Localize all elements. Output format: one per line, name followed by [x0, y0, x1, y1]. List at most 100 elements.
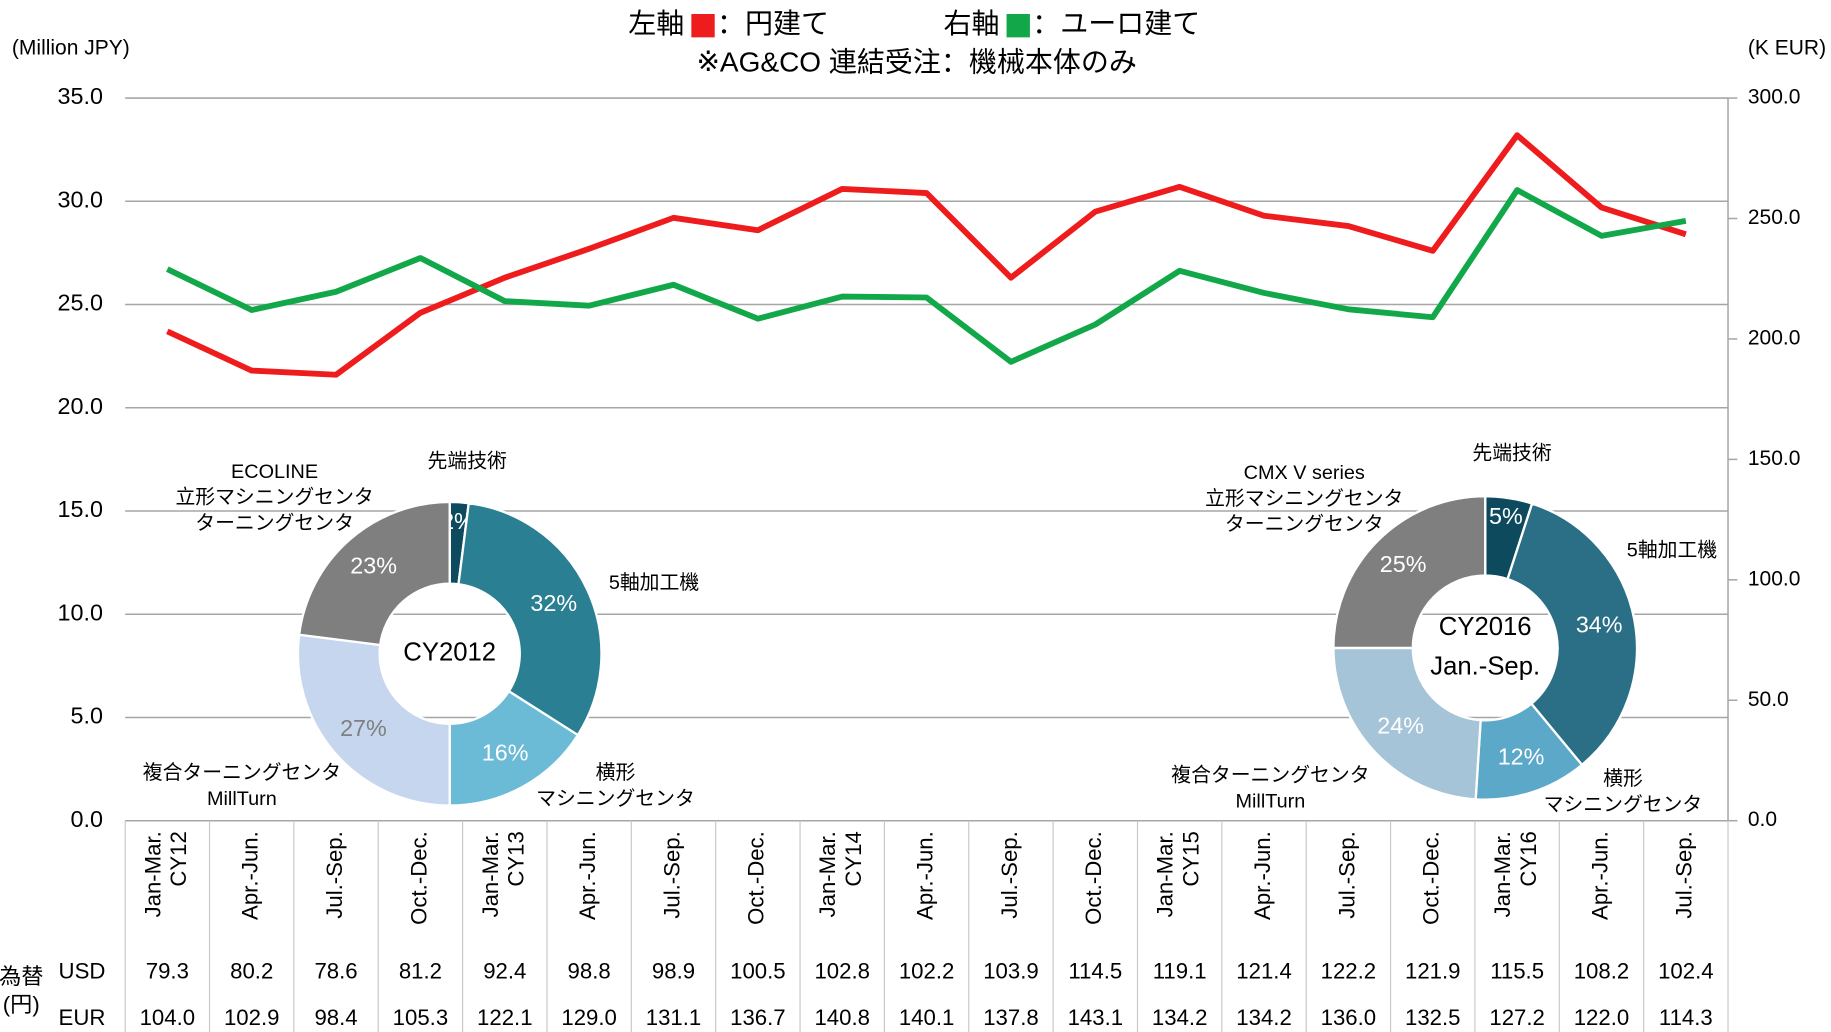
table-cell: 140.8	[814, 1005, 869, 1030]
donut-segment	[457, 501, 603, 737]
x-tick-label: Apr.-Jun.	[912, 831, 937, 920]
legend-label: ：ユーロ建て	[1032, 8, 1200, 39]
table-cell: 114.5	[1068, 958, 1122, 983]
x-tick-label: CY15	[1178, 831, 1203, 886]
table-cell: 122.2	[1321, 958, 1376, 983]
line-series	[166, 132, 1687, 378]
table-cell: 81.2	[399, 958, 442, 983]
x-tick-label: Jul.-Sep.	[659, 831, 684, 919]
x-tick-label: Jan-Mar.	[478, 831, 503, 917]
x-tick-label: Jul.-Sep.	[1672, 831, 1697, 919]
donut-value-label: 25%	[1380, 551, 1427, 577]
y-tick-label: 25.0	[58, 290, 103, 316]
x-tick-label: Apr.-Jun.	[1250, 831, 1275, 920]
table-cell: 143.1	[1068, 1005, 1123, 1030]
table-cell: 129.0	[561, 1005, 616, 1030]
table-cell: 104.0	[140, 1005, 195, 1030]
table-label: 為替	[0, 964, 43, 989]
y2-tick-label: 200.0	[1748, 326, 1801, 349]
x-tick-label: Oct.-Dec.	[1081, 831, 1106, 925]
y2-axis-label: (K EUR)	[1748, 37, 1826, 60]
table-cell: 121.9	[1405, 958, 1460, 983]
donut-category-label: MillTurn	[207, 788, 277, 810]
table-cell: 103.9	[983, 958, 1038, 983]
table-cell: 134.2	[1152, 1005, 1207, 1030]
donut-category-label: 横形	[596, 762, 636, 784]
chart-title: ※AG&CO 連結受注：機械本体のみ	[696, 47, 1136, 78]
x-tick-label: CY13	[503, 831, 528, 886]
donut-value-label: 34%	[1576, 611, 1623, 637]
table-cell: 127.2	[1489, 1005, 1544, 1030]
x-tick-label: Apr.-Jun.	[1587, 831, 1612, 920]
x-tick-label: CY16	[1516, 831, 1541, 886]
table-cell: 108.2	[1574, 958, 1629, 983]
y2-tick-label: 250.0	[1748, 206, 1801, 229]
donut-category-label: MillTurn	[1236, 790, 1306, 812]
table-row-name: EUR	[59, 1005, 106, 1030]
donut-center-label: CY2012	[403, 639, 496, 667]
donut-segment	[1332, 646, 1482, 801]
y-tick-label: 5.0	[71, 703, 103, 729]
x-tick-label: Jan-Mar.	[815, 831, 840, 917]
table-cell: 136.7	[730, 1005, 785, 1030]
donut-segment	[296, 633, 451, 807]
donut-category-label: 5軸加工機	[609, 572, 700, 594]
y2-tick-label: 300.0	[1748, 86, 1801, 109]
donut-category-label: 先端技術	[428, 451, 507, 473]
table-cell: 105.3	[393, 1005, 448, 1030]
x-tick-label: Oct.-Dec.	[1419, 831, 1444, 925]
donut-category-label: 立形マシニングセンタ	[1205, 488, 1403, 510]
x-tick-label: Oct.-Dec.	[406, 831, 431, 925]
table-cell: 122.1	[477, 1005, 532, 1030]
table-cell: 114.3	[1659, 1005, 1713, 1030]
donut-category-label: CMX V series	[1244, 462, 1365, 484]
table-cell: 102.2	[899, 958, 954, 983]
donut-category-label: 横形	[1603, 768, 1643, 790]
y2-tick-label: 50.0	[1748, 688, 1789, 711]
donut-category-label: 5軸加工機	[1627, 539, 1718, 561]
donut-segment	[1332, 494, 1487, 650]
donut-value-label: 23%	[350, 553, 397, 579]
x-tick-label: Apr.-Jun.	[238, 831, 263, 920]
y-tick-label: 30.0	[58, 186, 103, 212]
line-series	[166, 187, 1687, 365]
y2-tick-label: 150.0	[1748, 447, 1801, 470]
x-tick-label: Jul.-Sep.	[322, 831, 347, 919]
table-cell: 122.0	[1574, 1005, 1629, 1030]
x-tick-label: CY12	[166, 831, 191, 886]
table-cell: 102.4	[1658, 958, 1713, 983]
x-tick-label: Jan-Mar.	[1490, 831, 1515, 917]
y-axis-label: (Million JPY)	[12, 37, 130, 60]
y2-tick-label: 0.0	[1748, 808, 1777, 831]
table-cell: 79.3	[146, 958, 189, 983]
table-cell: 78.6	[314, 958, 357, 983]
y-tick-label: 15.0	[58, 496, 103, 522]
table-cell: 102.9	[224, 1005, 279, 1030]
y-tick-label: 35.0	[58, 83, 103, 109]
y-tick-label: 0.0	[71, 806, 103, 832]
table-cell: 80.2	[230, 958, 273, 983]
table-row-name: USD	[59, 958, 106, 983]
table-cell: 131.1	[646, 1005, 701, 1030]
donut-center-label: CY2016	[1439, 613, 1532, 641]
donut-segment	[1506, 502, 1639, 767]
table-cell: 137.8	[983, 1005, 1038, 1030]
donut-value-label: 12%	[1498, 743, 1545, 769]
donut-category-label: ECOLINE	[231, 461, 318, 483]
y2-tick-label: 100.0	[1748, 567, 1801, 590]
donut-category-label: 複合ターニングセンタ	[143, 762, 341, 784]
x-tick-label: Jul.-Sep.	[1334, 831, 1359, 919]
x-tick-label: Apr.-Jun.	[575, 831, 600, 920]
legend-axis-label: 右軸	[944, 8, 1000, 39]
legend-axis-label: 左軸	[628, 8, 684, 39]
table-cell: 132.5	[1405, 1005, 1460, 1030]
donut-center-label: Jan.-Sep.	[1430, 653, 1540, 681]
legend-label: ：円建て	[717, 8, 829, 39]
donut-category-label: 先端技術	[1472, 442, 1551, 464]
donut-segment	[297, 500, 451, 647]
y-tick-label: 10.0	[58, 599, 103, 625]
legend-swatch	[691, 14, 715, 38]
legend-swatch	[1006, 14, 1030, 38]
